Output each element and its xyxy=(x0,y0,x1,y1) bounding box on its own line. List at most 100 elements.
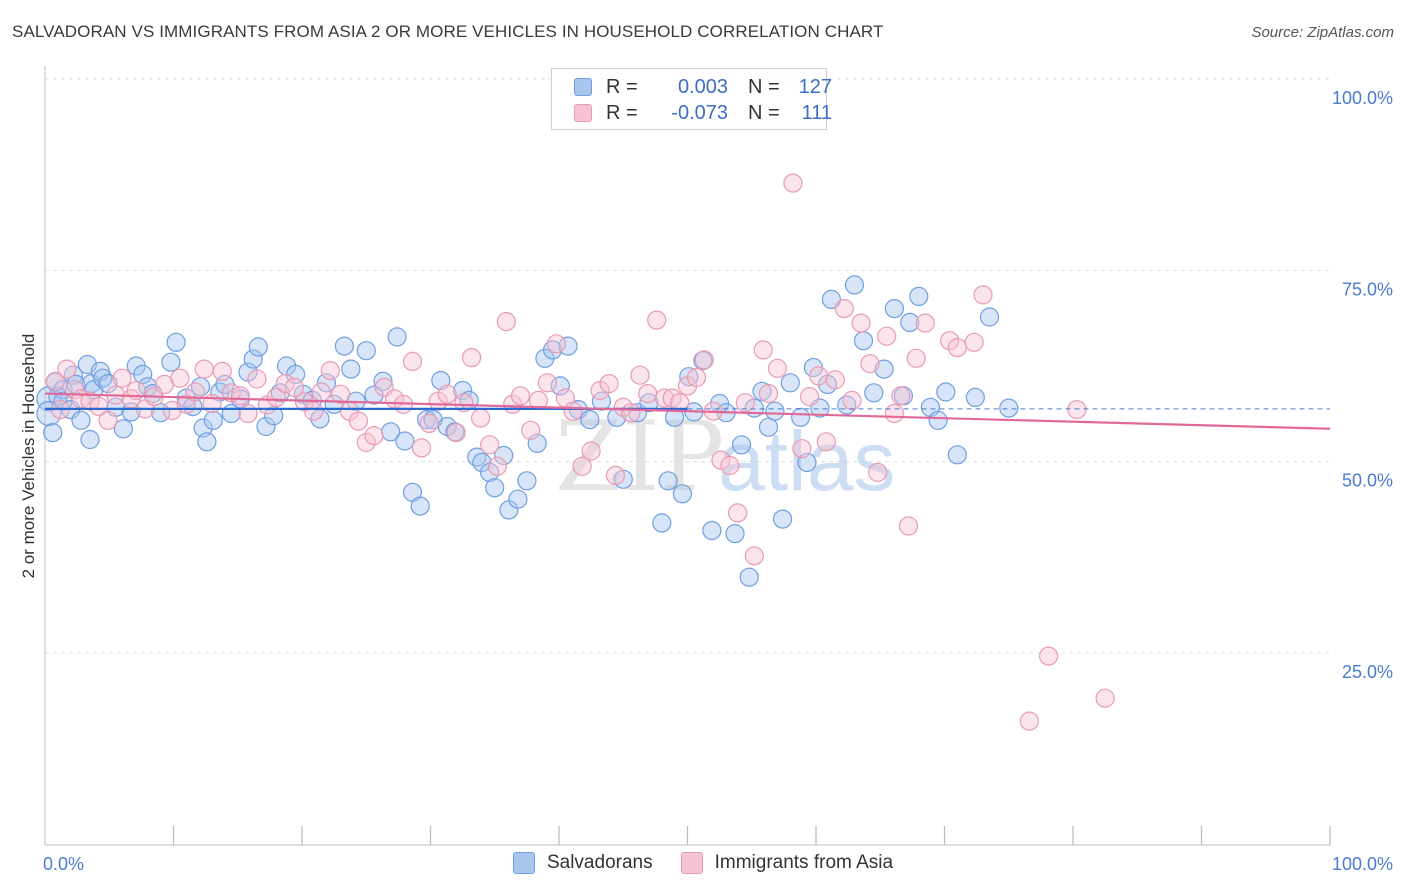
data-point xyxy=(758,417,779,437)
data-point xyxy=(765,401,785,421)
data-point xyxy=(936,382,956,402)
legend-n-label: N = xyxy=(748,75,780,98)
data-point xyxy=(395,431,415,451)
data-point xyxy=(999,398,1019,418)
data-point xyxy=(113,419,134,439)
data-point xyxy=(739,567,759,587)
data-point xyxy=(166,332,186,352)
legend-item-salvadorans[interactable]: Salvadorans xyxy=(512,852,653,874)
data-point xyxy=(973,285,993,305)
data-point xyxy=(462,348,482,368)
data-point xyxy=(783,173,803,193)
watermark-atlas: atlas xyxy=(718,414,895,508)
data-point xyxy=(57,359,77,379)
data-point xyxy=(480,462,500,482)
data-point xyxy=(356,432,376,453)
legend-n-label: N = xyxy=(748,101,780,124)
legend-item-immigrants-from-asia[interactable]: Immigrants from Asia xyxy=(680,852,893,874)
data-point xyxy=(112,368,132,388)
data-point xyxy=(693,351,713,371)
correlation-legend: R = 0.003 N = 127 R = -0.073 N = 111 xyxy=(551,68,832,130)
data-point xyxy=(816,432,836,452)
data-point xyxy=(686,367,707,388)
data-point xyxy=(900,312,920,332)
data-point xyxy=(572,456,592,476)
data-point xyxy=(93,368,113,388)
data-point xyxy=(238,403,258,424)
data-point xyxy=(453,380,473,401)
data-point xyxy=(825,370,845,390)
data-point xyxy=(419,413,439,433)
data-point xyxy=(558,336,578,356)
data-point xyxy=(581,441,601,461)
data-point xyxy=(80,429,100,450)
data-point xyxy=(842,390,862,410)
data-point xyxy=(487,456,507,476)
data-point xyxy=(868,462,888,482)
tick-labels: 100.0% 75.0% 50.0% 25.0% 0.0% 100.0% xyxy=(43,88,1393,874)
data-point xyxy=(563,401,583,421)
data-point xyxy=(36,400,62,427)
legend-label-salvadorans: Salvadorans xyxy=(546,852,653,873)
data-point xyxy=(654,388,675,408)
data-point xyxy=(521,420,541,440)
data-point xyxy=(437,384,457,404)
data-point xyxy=(197,432,217,452)
data-point xyxy=(834,299,854,319)
legend-swatch-blue xyxy=(512,852,535,874)
legend-n-value: 127 xyxy=(798,75,832,98)
data-point xyxy=(266,387,286,407)
data-point xyxy=(711,450,731,470)
y-axis-label: 2 or more Vehicles in Household xyxy=(19,334,38,579)
legend-row-salvadorans: R = 0.003 N = 127 xyxy=(574,75,832,99)
y-tick-label: 75.0% xyxy=(1342,279,1393,299)
data-point xyxy=(248,337,268,357)
data-point xyxy=(630,365,650,385)
data-point xyxy=(928,410,948,430)
data-point xyxy=(672,484,693,504)
data-point xyxy=(792,439,812,459)
data-point xyxy=(727,503,748,523)
data-point xyxy=(915,313,935,333)
data-point xyxy=(43,423,63,443)
data-point xyxy=(808,366,829,386)
series-immigrants-from-asia xyxy=(45,69,1115,731)
data-point xyxy=(304,401,324,421)
data-point xyxy=(472,452,492,472)
data-point xyxy=(170,368,190,388)
data-point xyxy=(864,383,884,403)
data-point xyxy=(780,373,800,393)
data-point xyxy=(979,307,1000,327)
data-point xyxy=(658,471,678,491)
data-point xyxy=(510,386,531,406)
data-point xyxy=(411,438,432,458)
data-point xyxy=(496,312,516,332)
data-point xyxy=(212,361,232,381)
data-point xyxy=(467,447,487,467)
data-point xyxy=(1038,646,1059,666)
data-point xyxy=(537,373,558,393)
data-point xyxy=(772,509,793,529)
legend-r-value: -0.073 xyxy=(671,101,728,124)
data-point xyxy=(364,385,384,405)
data-point xyxy=(599,374,619,394)
data-point xyxy=(356,341,376,361)
data-point xyxy=(98,410,118,430)
data-point xyxy=(580,410,600,430)
grid-lines xyxy=(45,78,1330,654)
data-point xyxy=(348,411,369,431)
data-point xyxy=(965,387,985,407)
legend-row-immigrants: R = -0.073 N = 111 xyxy=(574,101,832,125)
data-point xyxy=(446,423,466,443)
data-point xyxy=(605,465,626,485)
data-point xyxy=(331,384,351,404)
x-tick-label: 100.0% xyxy=(1332,854,1393,874)
data-point xyxy=(203,410,223,430)
legend-swatch-blue xyxy=(574,78,592,96)
data-point xyxy=(939,331,960,351)
data-point xyxy=(853,331,874,351)
data-point xyxy=(884,403,905,424)
data-point xyxy=(454,393,474,413)
axes xyxy=(44,66,1331,846)
